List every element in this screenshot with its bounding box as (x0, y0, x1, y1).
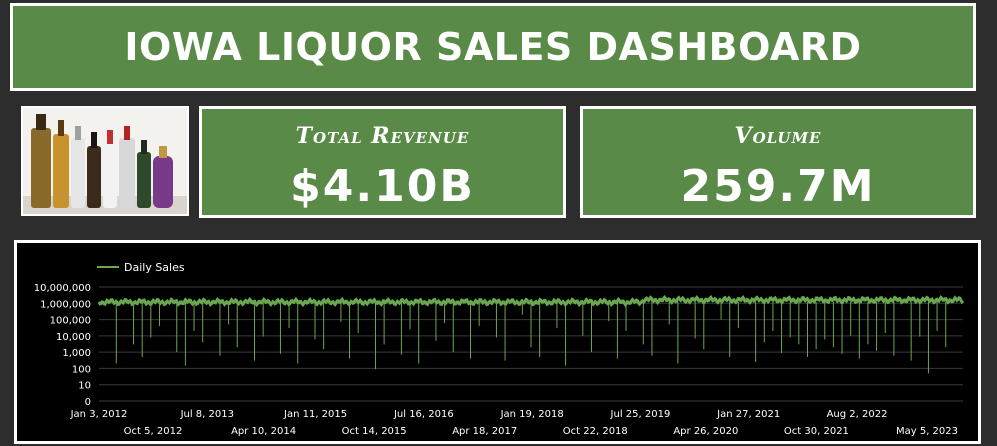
volume-value: 259.7M (680, 161, 876, 212)
y-tick-label: 10,000 (56, 332, 91, 343)
x-tick-label: Jul 16, 2016 (393, 409, 454, 420)
total-revenue-card: Total Revenue $4.10B (199, 106, 566, 218)
daily-sales-chart: Daily Sales 10,000,000 1,000,000 100,000 10… (14, 240, 981, 444)
total-revenue-value: $4.10B (290, 161, 475, 212)
x-tick-label: Oct 22, 2018 (563, 426, 628, 437)
x-tick-label: Jul 25, 2019 (610, 409, 671, 420)
y-tick-label: 100,000 (50, 316, 91, 327)
y-tick-label: 1,000 (62, 348, 91, 359)
x-tick-label: Jan 19, 2018 (500, 409, 564, 420)
y-tick-label: 0 (85, 397, 91, 408)
daily-sales-chart-svg: Daily Sales 10,000,000 1,000,000 100,000 10… (34, 261, 965, 437)
bottles-photo (21, 106, 189, 216)
bottles-illustration (23, 108, 187, 214)
x-tick-label: Apr 26, 2020 (673, 426, 738, 437)
y-tick-label: 1,000,000 (40, 299, 91, 310)
volume-label: Volume (734, 123, 822, 149)
x-tick-label: Apr 10, 2014 (231, 426, 296, 437)
page-title: IOWA LIQUOR SALES DASHBOARD (124, 25, 862, 69)
x-tick-label: May 5, 2023 (896, 426, 958, 437)
x-tick-label: Apr 18, 2017 (452, 426, 517, 437)
y-tick-label: 10,000,000 (34, 283, 91, 294)
y-tick-label: 100 (72, 364, 91, 375)
x-tick-label: Jul 8, 2013 (180, 409, 234, 420)
legend-label: Daily Sales (124, 261, 185, 274)
y-tick-label: 10 (78, 381, 91, 392)
x-tick-label: Jan 27, 2021 (716, 409, 780, 420)
x-tick-label: Aug 2, 2022 (827, 409, 888, 420)
dashboard-title-banner: IOWA LIQUOR SALES DASHBOARD (10, 3, 976, 91)
x-tick-label: Jan 3, 2012 (70, 409, 128, 420)
volume-card: Volume 259.7M (580, 106, 976, 218)
x-tick-label: Jan 11, 2015 (283, 409, 347, 420)
x-tick-label: Oct 30, 2021 (784, 426, 849, 437)
x-tick-label: Oct 5, 2012 (124, 426, 183, 437)
daily-sales-line (97, 294, 965, 308)
total-revenue-label: Total Revenue (295, 123, 470, 149)
x-tick-label: Oct 14, 2015 (342, 426, 407, 437)
